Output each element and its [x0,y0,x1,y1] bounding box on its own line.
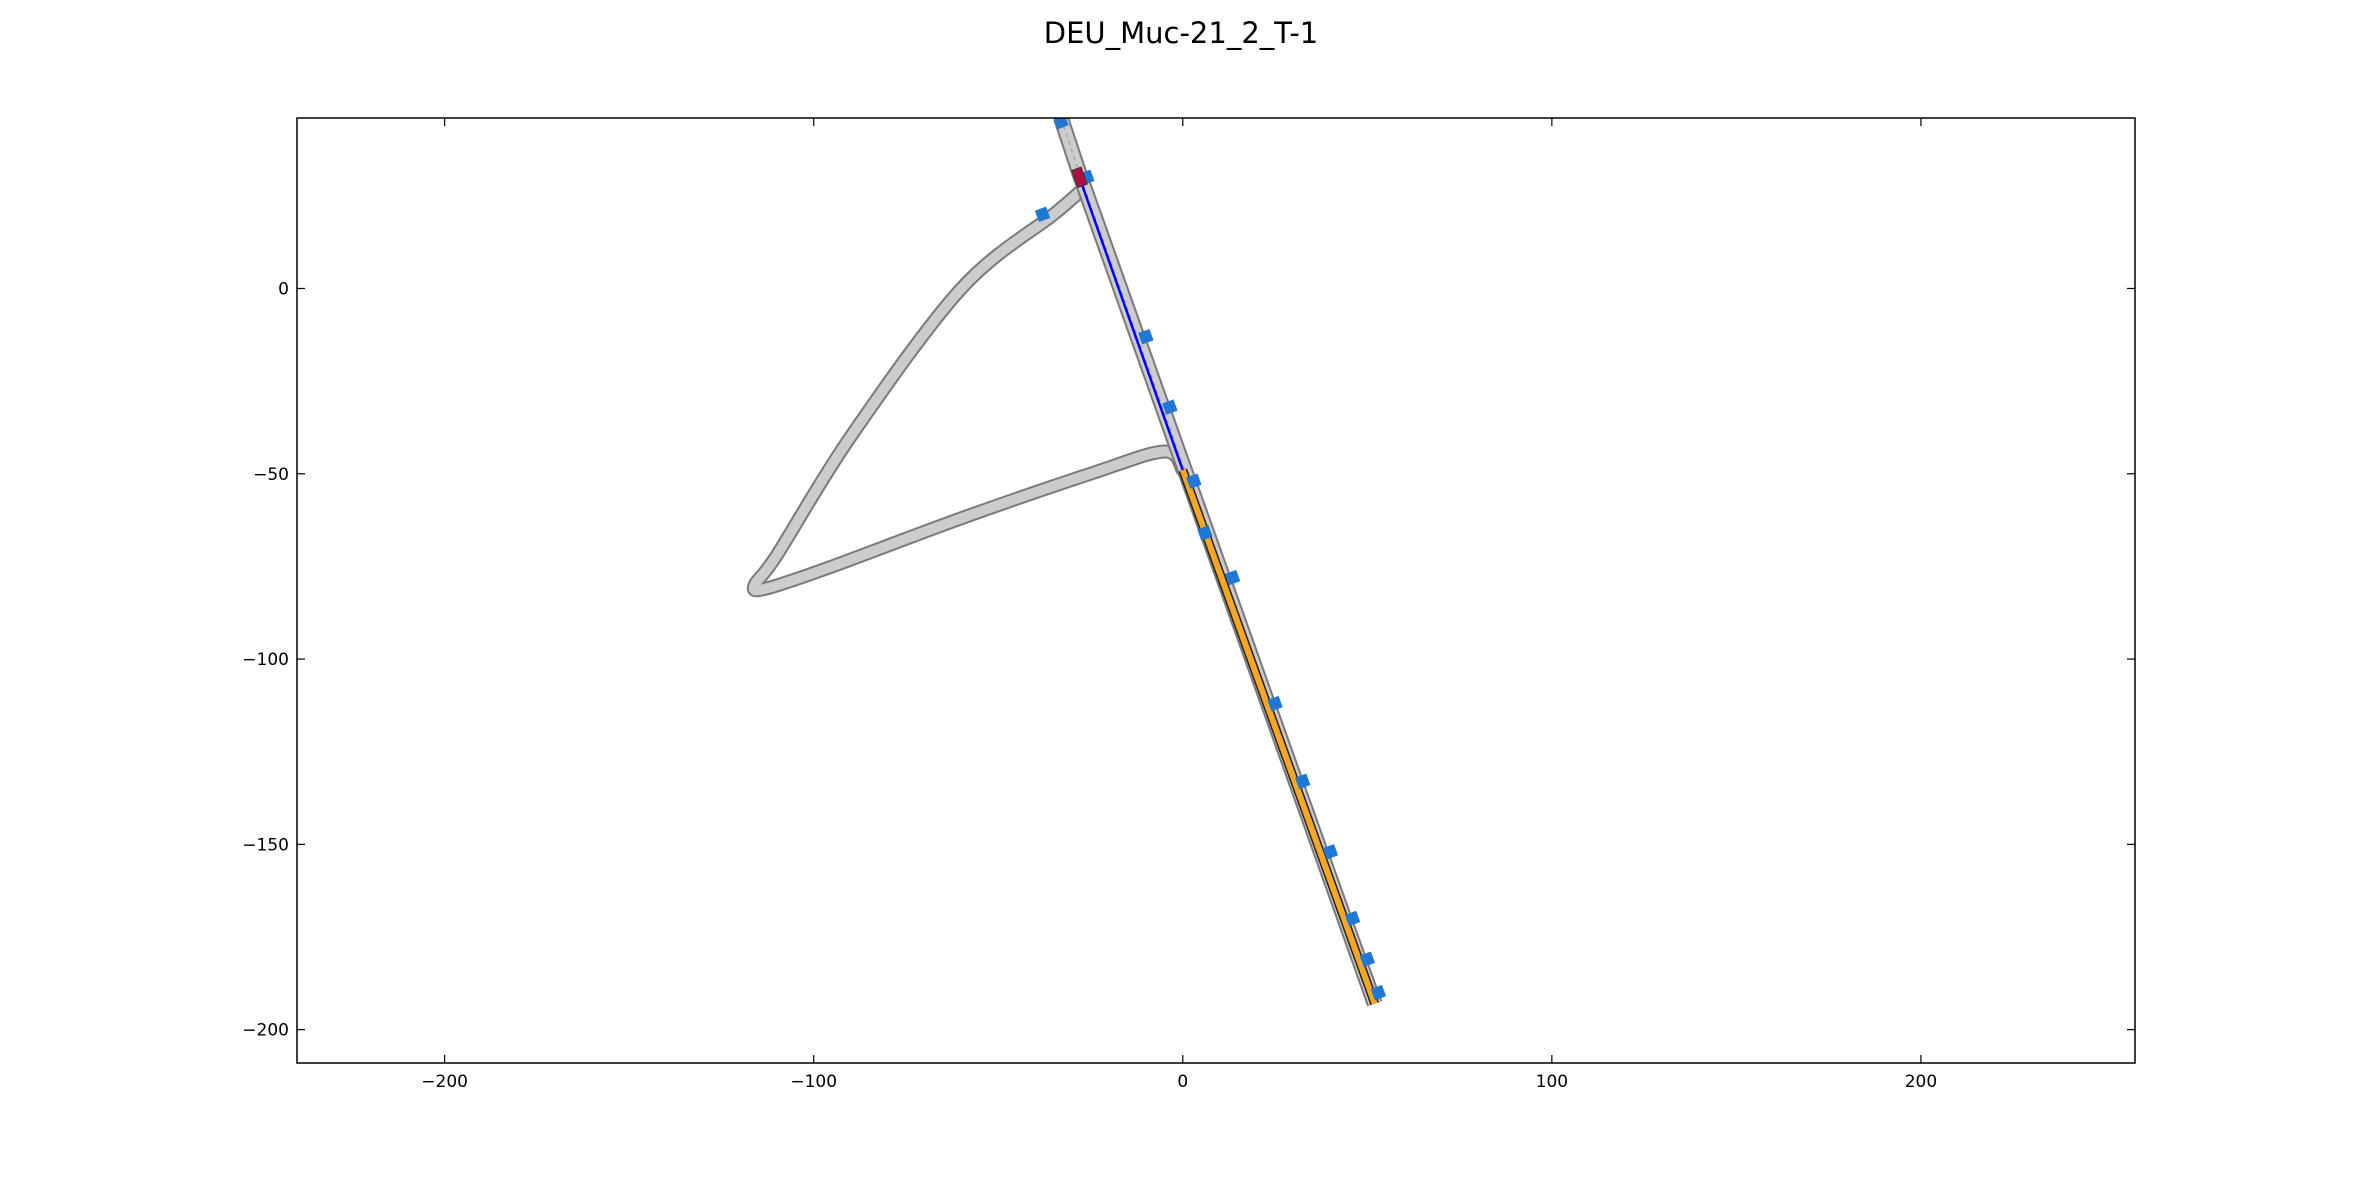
axes-background [297,118,2135,1063]
lane-marker [1322,844,1339,860]
ticks-layer: −200 −100 0 100 200 0 −50 −100 −150 −200 [242,118,2135,1092]
lane-marker [1053,118,1069,130]
lane-marker [1197,525,1213,541]
lane-marker [1295,773,1311,790]
x-tick-label: 0 [1177,1072,1188,1092]
figure-title: DEU_Muc-21_2_T-1 [1043,16,1319,50]
x-tick-label: 200 [1905,1072,1937,1092]
lane-marker [1370,984,1387,1001]
y-tick-label: −150 [242,835,289,855]
y-tick-label: −50 [253,465,289,485]
x-tick-label: −200 [421,1072,468,1092]
axes-frame [296,117,2136,1064]
planned-route [1078,176,1184,471]
y-tick-label: 0 [278,279,289,299]
y-tick-label: −100 [242,650,289,670]
goal-region [1179,469,1378,1005]
lane-marker [1344,910,1361,927]
lane-marker [1034,206,1051,223]
y-tick-label: −200 [242,1021,289,1041]
lane-marker [1138,328,1154,345]
lane-marker [1224,569,1241,586]
lane-marker [1267,695,1283,712]
lane-marker [1359,951,1376,967]
loop-road [748,187,1188,596]
ego-vehicle [1071,166,1088,189]
lane-marker [1186,473,1202,489]
x-tick-label: −100 [790,1072,837,1092]
lane-marker [1162,399,1178,415]
scene-layer [746,118,1387,1007]
x-tick-label: 100 [1536,1072,1568,1092]
